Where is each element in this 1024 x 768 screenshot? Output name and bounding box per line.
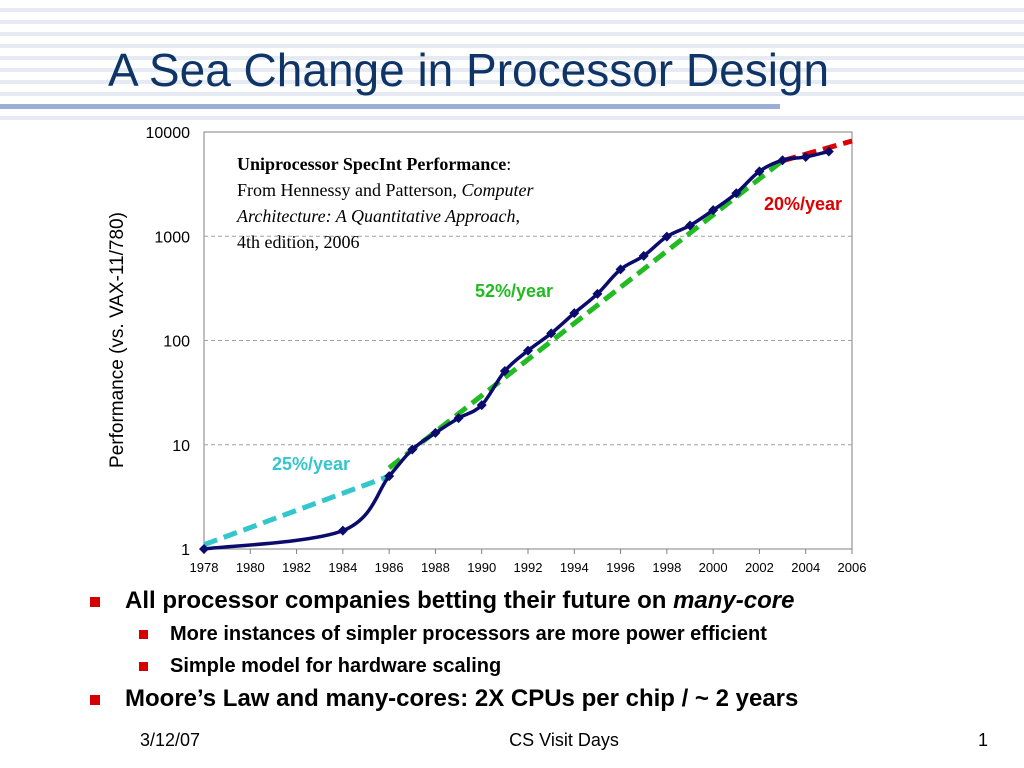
annotation-comma: , <box>515 206 520 226</box>
performance-chart: 1 10 100 1000 10000 1978 1980 1982 1984 1986 1988… <box>107 125 867 575</box>
decor-stripe <box>0 44 1024 48</box>
bullet-emphasis: many-core <box>673 587 795 614</box>
data-point-marker <box>523 345 533 356</box>
bullet-text: Simple model for hardware scaling <box>170 655 502 677</box>
decor-stripe <box>0 92 1024 96</box>
title-underline <box>0 104 780 109</box>
trend-label-52: 52%/year <box>475 281 553 301</box>
bullet-marker <box>139 662 148 671</box>
annotation-book-part2: Architecture: A Quantitative Approach <box>236 206 515 226</box>
x-tick-label: 1978 <box>190 560 219 575</box>
data-point-marker <box>384 471 395 482</box>
x-tick-label: 1982 <box>282 560 311 575</box>
data-point-marker <box>731 188 742 199</box>
y-tick-label: 100 <box>163 334 190 351</box>
trend-label-20: 20%/year <box>764 194 842 214</box>
bullet-item: All processor companies betting their fu… <box>88 584 1008 618</box>
data-point-marker <box>476 400 487 411</box>
x-tick-label: 1992 <box>514 560 543 575</box>
data-point-marker <box>453 413 464 424</box>
bullet-list: All processor companies betting their fu… <box>88 584 1008 716</box>
bullet-item: Moore’s Law and many-cores: 2X CPUs per … <box>88 682 1008 716</box>
annotation-title: Uniprocessor SpecInt Performance <box>237 154 506 174</box>
data-point-marker <box>337 525 348 536</box>
bullet-marker <box>90 597 100 607</box>
x-tick-label: 1994 <box>560 560 589 575</box>
x-tick-label: 1998 <box>652 560 681 575</box>
data-point-marker <box>615 264 626 275</box>
bullet-text: More instances of simpler processors are… <box>170 623 767 645</box>
x-tick-label: 1990 <box>467 560 496 575</box>
footer-page-number: 1 <box>978 730 989 750</box>
data-point-marker <box>777 155 788 166</box>
data-point-marker <box>430 427 441 438</box>
x-tick-label: 1986 <box>375 560 404 575</box>
data-point-marker <box>685 220 695 231</box>
bullet-marker <box>90 695 100 705</box>
decor-stripe <box>0 116 1024 120</box>
x-tick-label: 2004 <box>791 560 820 575</box>
data-point-marker <box>592 288 603 299</box>
x-tick-label: 1984 <box>328 560 357 575</box>
y-tick-label: 1 <box>181 542 190 559</box>
title-stripe-decoration <box>0 8 1024 120</box>
x-tick-label: 2006 <box>838 560 867 575</box>
bullet-marker <box>139 630 148 639</box>
annotation-title-suffix: : <box>506 154 511 174</box>
data-point-marker <box>407 444 418 455</box>
sub-bullet-item: Simple model for hardware scaling <box>88 650 1008 682</box>
annotation-book-part1: Computer <box>461 180 534 200</box>
x-tick-label: 1996 <box>606 560 635 575</box>
data-point-marker <box>199 544 209 554</box>
data-point-marker <box>638 250 649 261</box>
bullet-text: Moore’s Law and many-cores: 2X CPUs per … <box>125 685 799 712</box>
data-point-marker <box>546 328 557 339</box>
data-point-marker <box>569 308 580 319</box>
decor-stripe <box>0 32 1024 36</box>
footer-event: CS Visit Days <box>509 730 619 750</box>
x-tick-label: 2000 <box>699 560 728 575</box>
data-point-marker <box>708 205 719 216</box>
decor-stripe <box>0 80 1024 84</box>
y-tick-label: 10 <box>172 438 190 455</box>
annotation-line-3: Architecture: A Quantitative Approach, <box>236 206 520 226</box>
decor-stripe <box>0 8 1024 12</box>
annotation-line-2: From Hennessy and Patterson, Computer <box>237 180 534 200</box>
sub-bullet-item: More instances of simpler processors are… <box>88 618 1008 650</box>
x-tick-label: 2002 <box>745 560 774 575</box>
data-point-marker <box>754 166 765 177</box>
x-tick-label: 1988 <box>421 560 450 575</box>
slide-title: A Sea Change in Processor Design <box>108 44 830 96</box>
decor-stripe <box>0 56 1024 60</box>
y-tick-label: 10000 <box>146 125 191 142</box>
annotation-line-4: 4th edition, 2006 <box>237 232 360 252</box>
annotation-source: From Hennessy and Patterson, <box>237 180 461 200</box>
trend-label-25: 25%/year <box>272 454 350 474</box>
decor-stripe <box>0 20 1024 24</box>
data-point-marker <box>661 231 672 242</box>
data-point-marker <box>823 146 834 157</box>
data-point-marker <box>499 365 510 376</box>
bullet-text: All processor companies betting their fu… <box>125 587 674 614</box>
annotation-line-1: Uniprocessor SpecInt Performance: <box>237 154 511 174</box>
footer-date: 3/12/07 <box>140 730 201 750</box>
y-axis-label: Performance (vs. VAX-11/780) <box>107 212 128 468</box>
trend-line-25 <box>203 473 391 548</box>
x-tick-label: 1980 <box>236 560 265 575</box>
y-tick-label: 1000 <box>154 229 190 246</box>
data-point-marker <box>800 151 811 162</box>
decor-stripe <box>0 68 1024 72</box>
